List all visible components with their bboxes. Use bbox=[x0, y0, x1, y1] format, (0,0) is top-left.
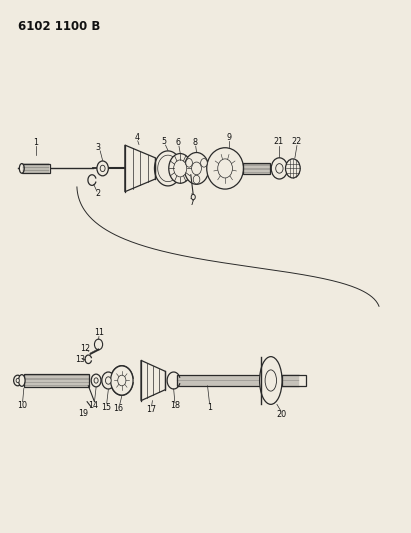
Text: 3: 3 bbox=[95, 143, 100, 152]
Text: 16: 16 bbox=[113, 403, 124, 413]
Circle shape bbox=[91, 374, 101, 387]
Ellipse shape bbox=[111, 366, 133, 395]
Circle shape bbox=[184, 152, 209, 184]
Text: 17: 17 bbox=[146, 405, 156, 414]
Ellipse shape bbox=[18, 375, 25, 386]
Text: 7: 7 bbox=[190, 198, 195, 207]
Text: 15: 15 bbox=[101, 402, 111, 411]
Circle shape bbox=[193, 175, 200, 184]
Circle shape bbox=[16, 378, 19, 383]
Ellipse shape bbox=[19, 164, 24, 173]
Circle shape bbox=[102, 372, 115, 389]
Circle shape bbox=[192, 162, 201, 175]
Text: 19: 19 bbox=[78, 409, 88, 418]
Circle shape bbox=[286, 159, 300, 178]
Bar bbox=[177, 375, 299, 386]
Ellipse shape bbox=[207, 148, 243, 189]
Text: 4: 4 bbox=[134, 133, 139, 142]
Circle shape bbox=[174, 160, 187, 177]
Text: 1: 1 bbox=[34, 139, 39, 148]
Text: 2: 2 bbox=[95, 189, 100, 198]
Text: 10: 10 bbox=[18, 401, 28, 410]
Circle shape bbox=[276, 164, 283, 173]
Circle shape bbox=[191, 195, 195, 200]
Bar bbox=[242, 163, 270, 174]
Circle shape bbox=[14, 375, 22, 386]
Text: 1: 1 bbox=[207, 402, 212, 411]
Text: 12: 12 bbox=[81, 344, 90, 353]
Text: 21: 21 bbox=[273, 138, 284, 147]
Ellipse shape bbox=[265, 370, 277, 391]
Text: 22: 22 bbox=[291, 138, 301, 147]
Bar bbox=[22, 164, 50, 173]
Circle shape bbox=[94, 378, 98, 383]
Circle shape bbox=[186, 158, 192, 167]
Circle shape bbox=[97, 161, 109, 176]
Text: 11: 11 bbox=[95, 328, 104, 337]
Text: 8: 8 bbox=[192, 139, 197, 148]
Text: 6102 1100 B: 6102 1100 B bbox=[18, 20, 100, 33]
Text: 9: 9 bbox=[226, 133, 232, 142]
Text: 18: 18 bbox=[170, 401, 180, 410]
Bar bbox=[24, 374, 89, 387]
Circle shape bbox=[271, 158, 288, 179]
Text: 6: 6 bbox=[175, 139, 180, 148]
Ellipse shape bbox=[260, 357, 282, 405]
Circle shape bbox=[218, 159, 233, 178]
Circle shape bbox=[201, 158, 207, 167]
Polygon shape bbox=[125, 145, 155, 192]
Text: 5: 5 bbox=[161, 138, 166, 147]
Circle shape bbox=[100, 165, 105, 172]
Circle shape bbox=[95, 339, 103, 350]
Bar bbox=[282, 375, 305, 386]
Text: 13: 13 bbox=[76, 355, 85, 364]
Polygon shape bbox=[141, 360, 166, 401]
Circle shape bbox=[169, 154, 192, 183]
Circle shape bbox=[106, 377, 111, 384]
Text: 20: 20 bbox=[276, 410, 286, 419]
Circle shape bbox=[118, 375, 126, 386]
Text: 14: 14 bbox=[89, 401, 99, 410]
